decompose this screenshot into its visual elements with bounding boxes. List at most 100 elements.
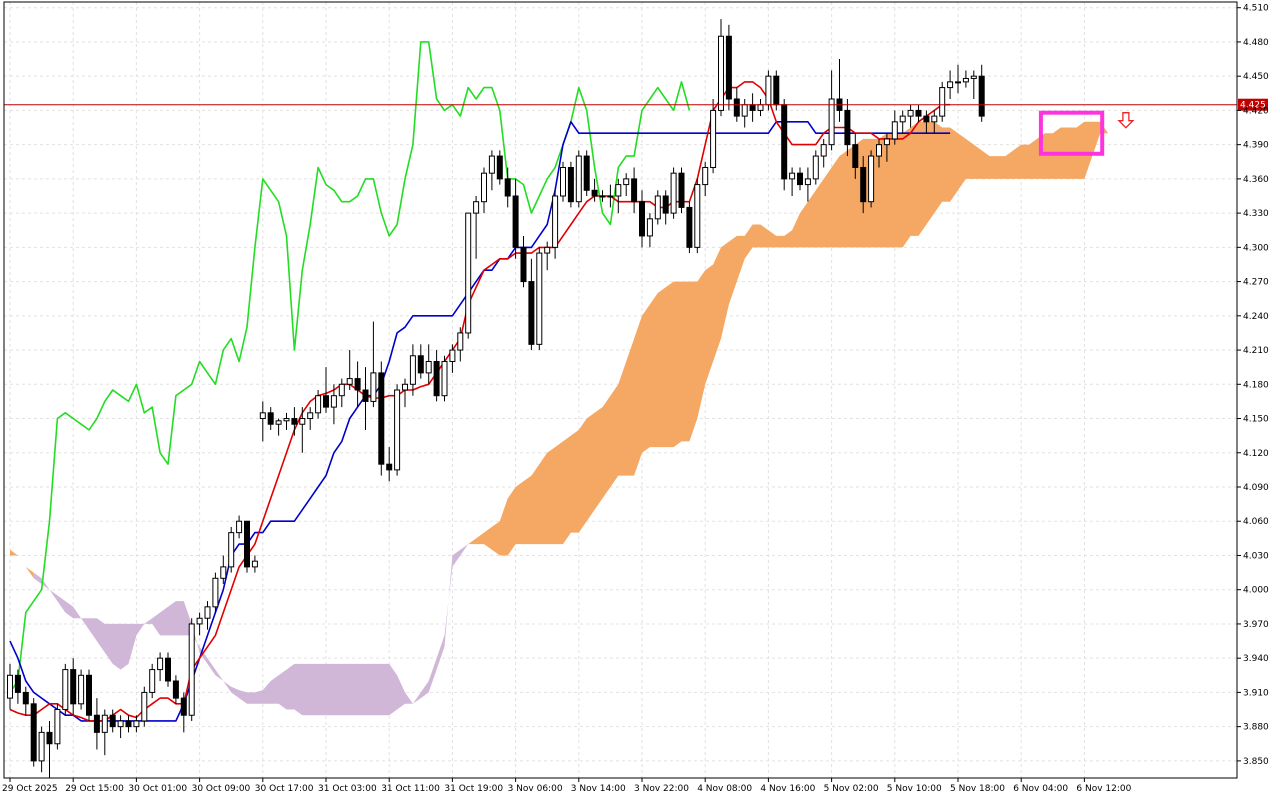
candle-bullish — [236, 515, 243, 539]
candle-body — [560, 166, 566, 197]
time-tick-label: 31 Oct 03:00 — [318, 784, 377, 794]
candle-body — [133, 720, 140, 728]
candle-body — [686, 206, 693, 248]
candle-bullish — [473, 196, 480, 259]
candle-body — [481, 172, 487, 203]
candle-bearish — [172, 675, 179, 704]
candle-body — [22, 691, 29, 705]
candle-body — [575, 155, 582, 203]
candle-body — [180, 697, 187, 716]
candle-body — [220, 566, 227, 579]
candle-bearish — [93, 698, 100, 750]
time-tick-label: 3 Nov 14:00 — [571, 784, 626, 794]
price-tick-label: 4.240 — [1243, 312, 1269, 322]
candle-bullish — [212, 572, 219, 613]
candle-bullish — [402, 378, 408, 408]
candle-bullish — [939, 81, 946, 122]
candle-bullish — [196, 612, 203, 636]
candle-bullish — [481, 167, 487, 214]
tenkan-sen-line — [9, 81, 951, 722]
grid-layer — [4, 2, 1237, 778]
candle-bullish — [552, 190, 559, 259]
candle-body — [520, 246, 527, 283]
candle-bearish — [520, 235, 527, 288]
candle-body — [828, 98, 835, 146]
axes-layer: 4.510 4.480 4.450 4.420 4.390 4.360 4.330 4.300… — [2, 1, 1269, 794]
candle-body — [923, 115, 930, 123]
price-tick-label: 4.330 — [1243, 209, 1269, 219]
kijun-sen-line — [9, 121, 951, 722]
candle-body — [204, 606, 211, 619]
candle-body — [496, 155, 503, 180]
candle-bearish — [749, 93, 756, 122]
candle-bullish — [157, 652, 164, 681]
candle-body — [970, 75, 977, 79]
candle-body — [883, 138, 890, 146]
kumo-bearish-segment — [33, 572, 50, 590]
candle-bullish — [78, 669, 85, 710]
candle-bullish — [741, 99, 748, 128]
candle-bearish — [852, 133, 859, 179]
candle-body — [7, 674, 13, 699]
kumo-bearish-segment — [144, 601, 200, 653]
candle-bullish — [962, 70, 969, 88]
candle-body — [409, 355, 416, 385]
price-tick-label: 4.300 — [1243, 243, 1269, 253]
candle-body — [386, 463, 393, 471]
candle-bullish — [718, 19, 724, 117]
price-tick-label: 4.450 — [1243, 72, 1269, 82]
candle-body — [149, 669, 156, 693]
time-tick-label: 31 Oct 11:00 — [381, 784, 440, 794]
price-tick-label: 4.480 — [1243, 38, 1269, 48]
candle-body — [591, 189, 598, 197]
candle-bearish — [528, 258, 535, 351]
candle-body — [449, 349, 456, 362]
candle-bearish — [678, 167, 685, 214]
candle-bearish — [354, 361, 361, 408]
candle-body — [30, 703, 37, 762]
candle-body — [797, 172, 803, 186]
candle-body — [228, 532, 235, 568]
candle-body — [125, 720, 132, 728]
price-tick-label: 3.910 — [1243, 688, 1269, 698]
kumo-bullish-segment — [10, 549, 34, 579]
candle-body — [757, 104, 764, 111]
candle-body — [646, 218, 653, 237]
candle-body — [528, 281, 535, 345]
candle-body — [852, 144, 859, 168]
candle-body — [536, 252, 543, 345]
candle-bullish — [544, 241, 551, 271]
time-tick-label: 6 Nov 12:00 — [1076, 784, 1131, 794]
candle-bearish — [14, 669, 21, 704]
candle-body — [315, 395, 322, 414]
time-tick-label: 30 Oct 09:00 — [192, 784, 251, 794]
candle-bullish — [536, 247, 543, 351]
time-tick-label: 30 Oct 17:00 — [255, 784, 314, 794]
candle-bullish — [449, 344, 456, 373]
candle-bearish — [30, 698, 37, 767]
price-tick-label: 4.150 — [1243, 415, 1269, 425]
candle-body — [733, 98, 740, 117]
candle-body — [488, 155, 495, 174]
candle-bearish — [583, 150, 590, 196]
candle-bullish — [891, 110, 898, 145]
current-price-label: 4.425 — [1240, 101, 1266, 111]
candle-body — [457, 332, 464, 351]
candle-bearish — [567, 161, 574, 208]
candle-bullish — [394, 384, 401, 476]
candle-bullish — [117, 715, 124, 739]
candle-bearish — [22, 686, 29, 716]
candle-body — [947, 81, 954, 89]
candle-body — [725, 35, 732, 100]
current-price-badge — [1238, 98, 1268, 111]
candle-bearish — [386, 447, 393, 482]
candle-bearish — [433, 350, 440, 402]
candle-bullish — [307, 407, 314, 430]
candle-bullish — [876, 138, 882, 168]
candle-body — [433, 360, 440, 397]
candle-bullish — [204, 601, 211, 630]
candle-body — [583, 155, 590, 191]
candle-body — [46, 731, 53, 745]
